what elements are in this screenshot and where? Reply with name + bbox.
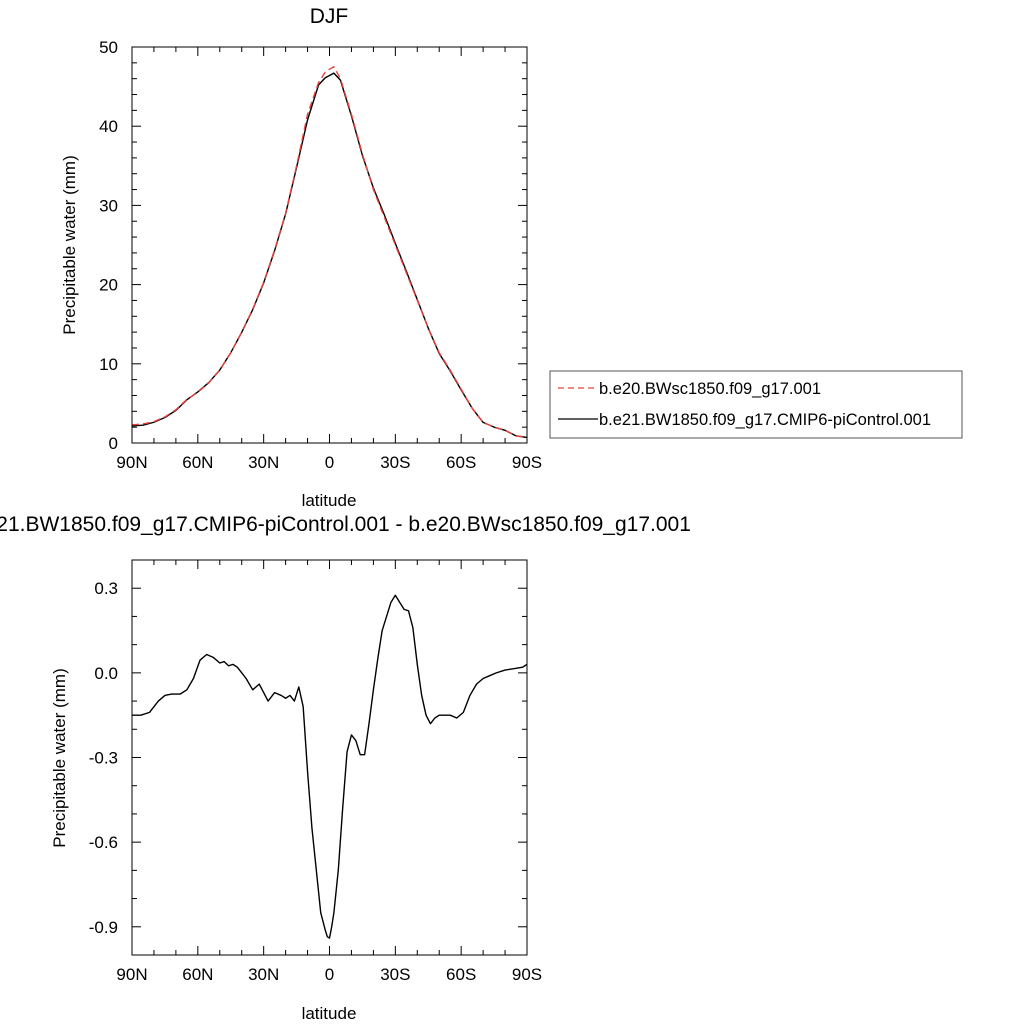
top-x-axis-label: latitude: [302, 491, 357, 510]
top-plot-series: [131, 66, 528, 439]
x-tick-label: 60N: [182, 965, 213, 984]
legend-label-series-1: b.e20.BWsc1850.f09_g17.001: [599, 380, 821, 398]
x-tick-label: 60S: [446, 965, 476, 984]
bottom-x-axis-label: latitude: [302, 1004, 357, 1023]
bottom-plot-frame: [131, 559, 528, 956]
x-tick-label: 90S: [512, 453, 542, 472]
top-panel: DJF 90N 60N 30N 0 30S 60S 90S 0 10 20 30 40 50 latit…: [60, 5, 542, 510]
x-tick-label: 30S: [380, 453, 410, 472]
y-tick-label: 40: [99, 117, 118, 136]
x-tick-label: 60S: [446, 453, 476, 472]
top-panel-title: DJF: [310, 5, 349, 28]
bottom-axis-ticks: [131, 559, 528, 956]
legend: b.e20.BWsc1850.f09_g17.001 b.e21.BW1850.…: [549, 370, 963, 439]
bottom-tick-labels: 90N 60N 30N 0 30S 60S 90S 0.3 0.0 -0.3 -0.6 -0.9: [89, 579, 542, 984]
x-tick-label: 90S: [512, 965, 542, 984]
legend-box: [549, 370, 963, 439]
x-tick-label: 30N: [248, 965, 279, 984]
y-tick-label: 20: [99, 276, 118, 295]
x-tick-label: 0: [325, 453, 334, 472]
y-tick-label: 10: [99, 355, 118, 374]
y-tick-label: 50: [99, 38, 118, 57]
x-tick-label: 90N: [116, 453, 147, 472]
y-tick-label: 0: [109, 434, 118, 453]
top-axis-ticks: [131, 46, 528, 444]
bottom-panel: b.e21.BW1850.f09_g17.CMIP6-piControl.001…: [0, 513, 691, 1023]
x-tick-label: 30S: [380, 965, 410, 984]
x-tick-label: 60N: [182, 453, 213, 472]
y-tick-label: 30: [99, 196, 118, 215]
series-line-1: [131, 66, 528, 439]
x-tick-label: 30N: [248, 453, 279, 472]
series-line-2: [131, 72, 528, 439]
y-tick-label: 0.0: [94, 664, 118, 683]
bottom-y-axis-label: Precipitable water (mm): [50, 668, 69, 848]
y-tick-label: -0.6: [89, 833, 118, 852]
bottom-plot-series: [132, 594, 528, 939]
top-tick-labels: 90N 60N 30N 0 30S 60S 90S 0 10 20 30 40 50: [99, 38, 542, 472]
bottom-panel-title: b.e21.BW1850.f09_g17.CMIP6-piControl.001…: [0, 513, 691, 536]
top-plot-frame: [131, 46, 528, 444]
legend-label-series-2: b.e21.BW1850.f09_g17.CMIP6-piControl.001: [599, 411, 931, 429]
top-y-axis-label: Precipitable water (mm): [60, 155, 79, 335]
y-tick-label: 0.3: [94, 579, 118, 598]
x-tick-label: 0: [325, 965, 334, 984]
series-line-1: [132, 594, 528, 939]
y-tick-label: -0.9: [89, 918, 118, 937]
y-tick-label: -0.3: [89, 749, 118, 768]
x-tick-label: 90N: [116, 965, 147, 984]
